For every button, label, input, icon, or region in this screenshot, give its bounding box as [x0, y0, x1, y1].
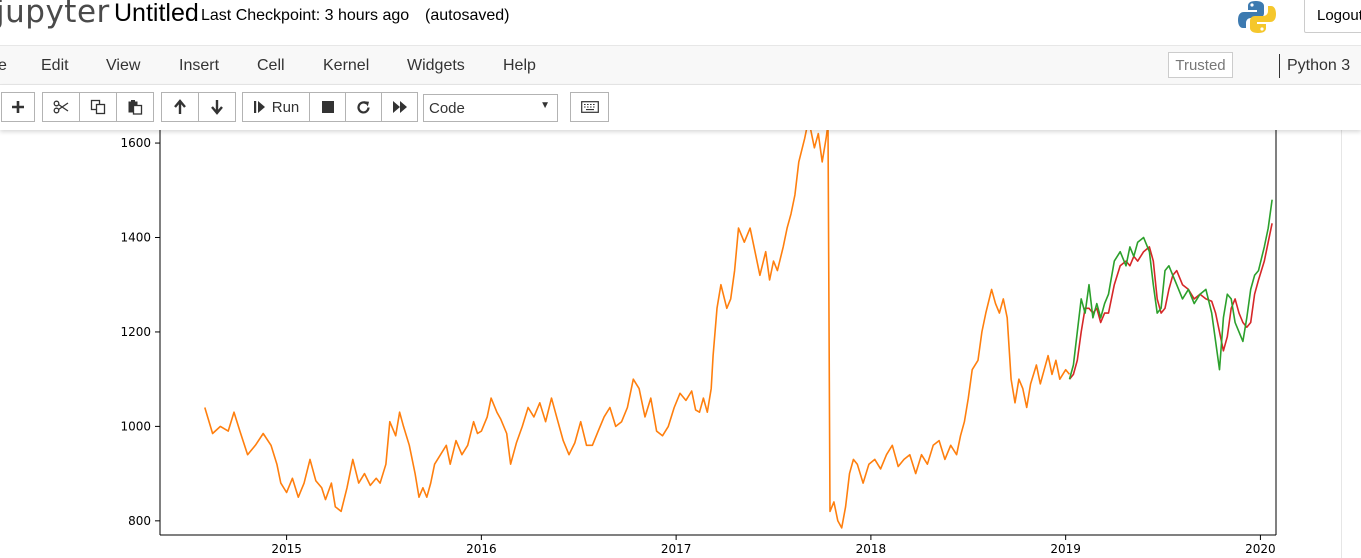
toolbar: Run Code ▼	[0, 85, 1361, 130]
cut-button[interactable]	[42, 92, 80, 122]
menu-view[interactable]: View	[106, 57, 141, 74]
run-button[interactable]: Run	[242, 92, 310, 122]
paste-icon	[128, 100, 143, 115]
menu-help[interactable]: Help	[503, 57, 536, 74]
fast-forward-icon	[392, 101, 407, 113]
python-logo-icon	[1238, 1, 1276, 33]
y-tick-label: 1400	[120, 231, 151, 245]
header: jupyter Untitled Last Checkpoint: 3 hour…	[0, 0, 1361, 45]
menu-insert[interactable]: Insert	[179, 57, 220, 74]
restart-icon	[357, 100, 370, 113]
menu-kernel[interactable]: Kernel	[323, 57, 370, 74]
arrow-up-icon	[174, 99, 186, 114]
run-label: Run	[271, 98, 300, 116]
output-chart: 2015 2016 2017 2018 2019 2020 800 1000 1200 1400 1…	[120, 130, 1277, 556]
keyboard-icon	[580, 101, 599, 113]
y-tick-label: 1200	[120, 325, 151, 339]
series-line-history	[204, 130, 1071, 529]
notebook-container-border	[1341, 130, 1342, 558]
x-tick-label: 2020	[1245, 542, 1276, 556]
x-tick-label: 2016	[466, 542, 497, 556]
logout-button[interactable]: Logout	[1304, 0, 1361, 33]
copy-icon	[90, 99, 106, 115]
cell-type-value: Code	[429, 100, 465, 117]
jupyter-logo[interactable]: jupyter	[0, 0, 110, 30]
menu-cell[interactable]: Cell	[257, 57, 285, 74]
restart-run-all-button[interactable]	[381, 92, 418, 122]
notebook-area: 2015 2016 2017 2018 2019 2020 800 1000 1200 1400 1…	[0, 130, 1361, 558]
autosave-status: (autosaved)	[425, 7, 510, 24]
stop-icon	[321, 101, 334, 113]
menu-file[interactable]: e	[0, 57, 7, 74]
series-line-prediction-red	[1068, 223, 1273, 380]
x-tick-label: 2018	[856, 542, 887, 556]
x-tick-label: 2015	[271, 542, 302, 556]
notebook-name[interactable]: Untitled	[114, 0, 199, 27]
menu-widgets[interactable]: Widgets	[407, 57, 465, 74]
x-tick-label: 2017	[661, 542, 692, 556]
copy-button[interactable]	[79, 92, 117, 122]
y-tick-label: 1000	[120, 419, 151, 433]
y-tick-label: 800	[128, 514, 151, 528]
kernel-indicator-divider	[1279, 54, 1280, 78]
checkpoint-status: Last Checkpoint: 3 hours ago	[201, 7, 410, 24]
cut-icon	[53, 100, 69, 114]
command-palette-button[interactable]	[570, 92, 609, 122]
arrow-down-icon	[211, 100, 223, 115]
menu-edit[interactable]: Edit	[41, 57, 69, 74]
interrupt-button[interactable]	[309, 92, 346, 122]
y-tick-label: 1600	[120, 136, 151, 150]
move-up-button[interactable]	[161, 92, 199, 122]
x-tick-label: 2019	[1050, 542, 1081, 556]
kernel-name[interactable]: Python 3	[1287, 57, 1351, 74]
plus-icon	[12, 101, 24, 113]
cell-type-select[interactable]: Code ▼	[423, 94, 558, 122]
insert-cell-button[interactable]	[1, 92, 35, 122]
restart-button[interactable]	[345, 92, 382, 122]
dropdown-caret-icon: ▼	[540, 100, 550, 111]
paste-button[interactable]	[116, 92, 154, 122]
menubar: e Edit View Insert Cell Kernel Widgets H…	[0, 45, 1361, 85]
run-icon	[253, 101, 265, 113]
trusted-indicator[interactable]: Trusted	[1168, 52, 1233, 78]
move-down-button[interactable]	[198, 92, 236, 122]
series-line-prediction-green	[1068, 199, 1273, 380]
